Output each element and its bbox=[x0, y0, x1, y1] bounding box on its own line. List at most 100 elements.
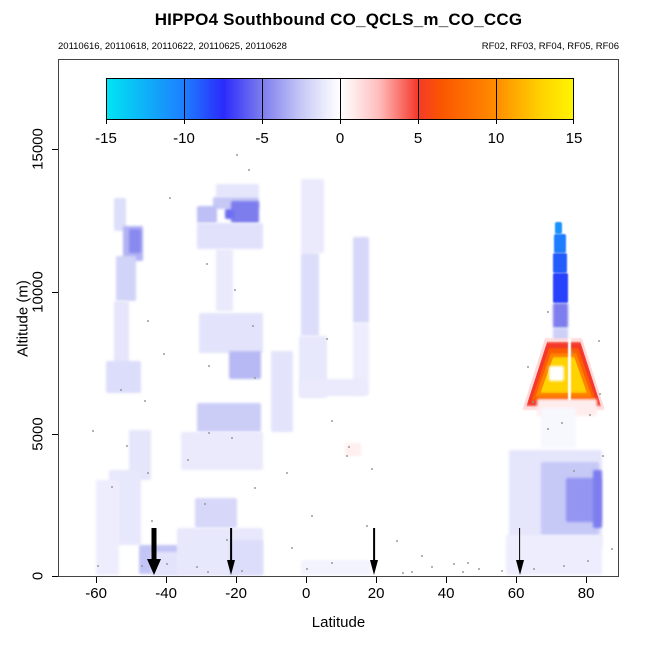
sample-dot bbox=[144, 400, 147, 403]
heatmap-cell bbox=[129, 228, 142, 253]
sample-dot bbox=[196, 566, 199, 569]
arrow-head bbox=[370, 560, 379, 575]
x-tick-label: -40 bbox=[155, 585, 177, 602]
down-arrow-marker bbox=[221, 60, 241, 576]
heatmap-cell bbox=[106, 360, 142, 393]
colorbar-tick-line bbox=[496, 78, 497, 120]
x-axis-label: Latitude bbox=[311, 614, 366, 631]
sample-dot bbox=[547, 428, 550, 431]
sample-dot bbox=[306, 568, 309, 571]
sample-dot bbox=[208, 432, 211, 435]
sample-dot bbox=[225, 539, 228, 542]
sample-dot bbox=[532, 401, 535, 404]
colorbar-tick-label: -10 bbox=[173, 130, 195, 147]
sample-dot bbox=[598, 339, 601, 342]
x-tick-label: 0 bbox=[301, 585, 311, 602]
heatmap-cell bbox=[271, 350, 294, 433]
y-tick-label: 0 bbox=[29, 571, 47, 581]
sample-dot bbox=[330, 562, 333, 565]
colorbar-tick-mark bbox=[496, 120, 497, 124]
sample-dot bbox=[602, 455, 605, 458]
arrow-shaft bbox=[151, 528, 157, 563]
colorbar-tick-mark bbox=[262, 120, 263, 124]
heatmap-cell bbox=[549, 365, 565, 382]
heatmap-cell bbox=[129, 430, 152, 481]
y-tick-mark bbox=[52, 576, 58, 577]
x-tick-mark bbox=[166, 577, 168, 583]
colorbar-legend: -15 -10 -5 0 5 10 15 bbox=[95, 78, 582, 168]
colorbar-tick-label: -15 bbox=[95, 130, 117, 147]
sample-dot bbox=[371, 468, 374, 471]
heatmap-cell bbox=[554, 221, 562, 234]
x-tick-mark bbox=[516, 577, 518, 583]
y-tick-label: 5000 bbox=[29, 417, 47, 451]
x-tick-mark bbox=[96, 577, 98, 583]
sample-dot bbox=[421, 554, 424, 557]
arrow-head bbox=[515, 560, 524, 575]
sample-dot bbox=[231, 437, 234, 440]
sample-dot bbox=[120, 389, 123, 392]
sample-dot bbox=[207, 570, 210, 573]
sample-dot bbox=[563, 564, 566, 567]
sample-dot bbox=[396, 540, 399, 543]
sample-dot bbox=[252, 324, 255, 327]
sample-dot bbox=[162, 352, 165, 355]
sample-dot bbox=[236, 154, 239, 157]
sample-dot bbox=[589, 414, 592, 417]
colorbar-tick-label: 0 bbox=[335, 130, 345, 147]
sample-dot bbox=[501, 570, 504, 573]
sample-dot bbox=[453, 562, 456, 565]
plot-area: -15 -10 -5 0 5 10 15 bbox=[58, 59, 619, 577]
colorbar-tick-mark bbox=[184, 120, 185, 124]
colorbar-tick-line bbox=[340, 78, 341, 120]
colorbar-tick-label: 10 bbox=[487, 130, 505, 147]
sample-dot bbox=[291, 546, 294, 549]
heatmap-cell bbox=[301, 179, 324, 253]
y-tick-label: 15000 bbox=[29, 128, 47, 171]
colorbar-tick-mark bbox=[573, 120, 574, 124]
x-tick-mark bbox=[376, 577, 378, 583]
down-arrow-marker bbox=[510, 60, 530, 576]
heatmap-cell bbox=[195, 498, 238, 529]
y-tick-label: 10000 bbox=[29, 270, 47, 313]
colorbar-tick-mark bbox=[340, 120, 341, 124]
sample-dot bbox=[187, 459, 190, 462]
sample-dot bbox=[411, 570, 414, 573]
heatmap-cell bbox=[113, 197, 126, 231]
sample-dot bbox=[571, 350, 574, 353]
heatmap-cell bbox=[568, 337, 572, 429]
sample-dot bbox=[286, 472, 289, 475]
y-tick-mark bbox=[52, 149, 58, 151]
heatmap-cell bbox=[229, 350, 261, 379]
sample-dot bbox=[561, 421, 564, 424]
x-tick-mark bbox=[306, 577, 308, 583]
arrow-shaft bbox=[229, 528, 232, 564]
heatmap-cell bbox=[113, 300, 129, 373]
chart-title: HIPPO4 Southbound CO_QCLS_m_CO_CCG bbox=[154, 10, 523, 29]
sample-dot bbox=[526, 365, 529, 368]
sample-dot bbox=[206, 262, 208, 265]
heatmap-cell bbox=[301, 252, 320, 336]
colorbar-tick-label: 5 bbox=[413, 130, 423, 147]
colorbar-tick-line bbox=[184, 78, 185, 120]
sample-dot bbox=[147, 472, 150, 475]
x-tick-label: 80 bbox=[577, 585, 595, 602]
sample-dot bbox=[241, 570, 244, 573]
heatmap-cell bbox=[197, 205, 218, 223]
sample-dot bbox=[533, 568, 536, 571]
heatmap-cell bbox=[553, 302, 569, 328]
heatmap-cell bbox=[197, 403, 261, 433]
y-tick-mark bbox=[52, 433, 58, 435]
sample-dot bbox=[248, 169, 251, 172]
sample-dot bbox=[477, 568, 480, 571]
colorbar-tick-label: 15 bbox=[565, 130, 583, 147]
colorbar-tick-line bbox=[262, 78, 263, 120]
sample-dot bbox=[97, 564, 100, 567]
x-tick-label: -60 bbox=[85, 585, 107, 602]
sample-dot bbox=[348, 446, 351, 449]
heatmap-cell bbox=[225, 209, 234, 219]
down-arrow-marker bbox=[364, 60, 384, 576]
bold-down-arrow-marker bbox=[144, 60, 164, 576]
sample-dot bbox=[234, 288, 237, 291]
